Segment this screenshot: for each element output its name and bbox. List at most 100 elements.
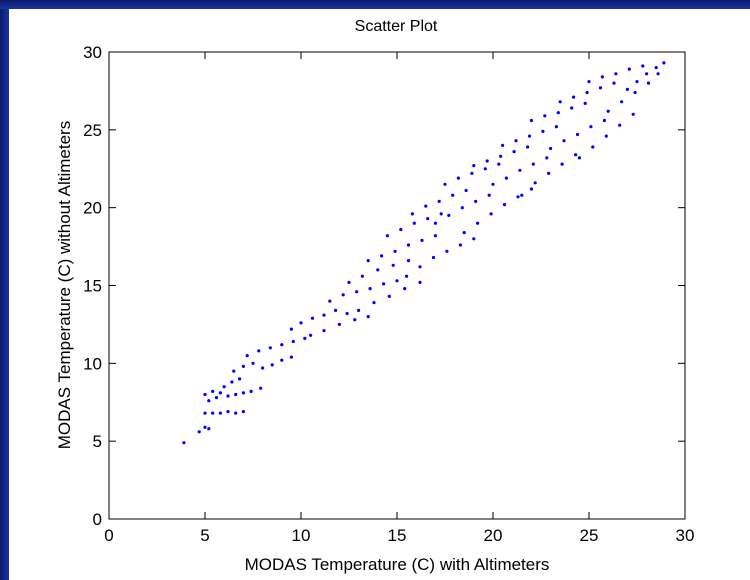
data-point [439, 212, 443, 216]
data-point [182, 441, 186, 445]
data-point [631, 112, 635, 116]
data-point [587, 80, 591, 84]
data-point [399, 227, 403, 232]
data-point [577, 156, 582, 160]
axis-ticks: 0 5 10 15 20 25 30 0 5 10 15 20 25 30 [83, 43, 694, 545]
data-point [424, 204, 428, 208]
data-point [226, 394, 230, 398]
data-point [372, 301, 376, 305]
data-point [635, 80, 639, 84]
data-point [418, 265, 422, 269]
y-axis-label: MODAS Temperature (C) without Altimeters [55, 121, 74, 449]
data-point [541, 129, 545, 133]
data-point [572, 95, 576, 99]
data-point [218, 411, 222, 415]
data-point [472, 237, 476, 241]
data-point [645, 72, 649, 76]
data-point [355, 290, 359, 294]
data-point [207, 427, 211, 431]
data-point [591, 145, 595, 149]
data-point [562, 139, 566, 143]
data-point [575, 132, 580, 137]
data-point [234, 411, 238, 415]
data-point [431, 255, 436, 260]
data-point [289, 355, 293, 359]
data-point [520, 193, 524, 197]
data-point [462, 231, 466, 235]
data-point [612, 81, 616, 85]
y-tick-label: 0 [93, 510, 102, 529]
data-point [360, 274, 364, 278]
data-point [654, 66, 658, 70]
data-point [207, 399, 211, 403]
data-point [234, 392, 238, 397]
data-point [241, 410, 245, 414]
data-point [543, 114, 547, 118]
data-point [418, 280, 422, 284]
x-tick-label: 30 [676, 526, 695, 545]
data-point [560, 162, 564, 166]
data-point [625, 87, 630, 91]
data-points [182, 61, 666, 445]
data-point [504, 176, 508, 180]
data-point [268, 346, 272, 350]
data-point [357, 308, 361, 312]
data-point [547, 171, 551, 175]
data-point [230, 380, 234, 384]
data-point [620, 100, 624, 104]
x-tick-label: 15 [388, 526, 407, 545]
x-tick-label: 20 [484, 526, 503, 545]
data-point [433, 234, 437, 238]
data-point [334, 308, 338, 312]
x-tick-label: 10 [292, 526, 311, 545]
data-point [476, 221, 480, 225]
slide-top-border [0, 0, 750, 9]
data-point [487, 193, 491, 197]
data-point [280, 343, 284, 347]
data-point [393, 249, 397, 253]
x-tick-label: 5 [200, 526, 209, 545]
y-tick-label: 30 [83, 43, 102, 62]
data-point [391, 263, 395, 267]
x-tick-label: 25 [580, 526, 599, 545]
data-point [232, 369, 236, 373]
data-point [501, 143, 505, 147]
data-point [406, 243, 411, 247]
data-point [222, 385, 226, 389]
data-point [341, 293, 345, 297]
data-point [203, 425, 207, 429]
data-point [368, 287, 372, 291]
data-point [518, 168, 522, 172]
data-point [238, 377, 242, 381]
data-point [447, 213, 451, 217]
data-point [382, 282, 386, 286]
data-point [426, 217, 430, 221]
data-point [211, 389, 215, 393]
data-point [366, 315, 370, 319]
data-point [257, 349, 261, 353]
data-point [437, 199, 441, 203]
data-point [614, 72, 618, 76]
data-point [203, 411, 207, 415]
data-point [245, 354, 249, 358]
data-point [322, 329, 326, 333]
data-point [533, 181, 537, 185]
data-point [460, 206, 464, 210]
data-point [203, 392, 207, 397]
data-point [502, 203, 507, 207]
data-point [376, 268, 380, 272]
data-point [270, 363, 274, 367]
data-point [403, 287, 407, 291]
data-point [618, 123, 622, 127]
data-point [602, 118, 607, 123]
data-point [259, 386, 263, 390]
data-point [497, 162, 501, 166]
data-point [387, 294, 391, 298]
data-point [456, 176, 460, 180]
data-point [464, 188, 468, 193]
data-point [303, 336, 307, 340]
data-point [309, 333, 313, 337]
data-point [589, 125, 593, 129]
data-point [574, 153, 578, 157]
data-point [366, 259, 370, 263]
